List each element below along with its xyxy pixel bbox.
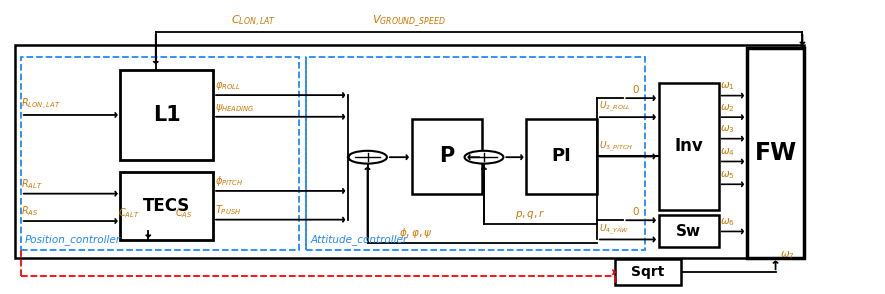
Text: Sw: Sw <box>676 224 701 239</box>
Text: $R_{AS}$: $R_{AS}$ <box>21 204 38 218</box>
Text: TECS: TECS <box>143 197 190 215</box>
Text: $C_{ALT}$: $C_{ALT}$ <box>118 206 140 220</box>
Bar <box>120 70 213 160</box>
Text: FW: FW <box>755 141 796 165</box>
Text: Position_controller: Position_controller <box>25 234 121 245</box>
Text: $U_{2\_ROLL}$: $U_{2\_ROLL}$ <box>598 100 630 114</box>
Text: Attitude_controller: Attitude_controller <box>310 234 407 245</box>
Text: P: P <box>439 146 455 166</box>
Text: $\omega_6$: $\omega_6$ <box>720 216 735 228</box>
Text: $T_{PUSH}$: $T_{PUSH}$ <box>215 203 242 217</box>
Bar <box>747 48 804 258</box>
Text: 0: 0 <box>632 85 639 95</box>
Text: $\omega_5$: $\omega_5$ <box>720 169 735 181</box>
Text: $R_{LON,LAT}$: $R_{LON,LAT}$ <box>21 97 60 112</box>
Bar <box>15 45 804 258</box>
Text: Inv: Inv <box>674 137 703 155</box>
Text: $C_{LON,LAT}$: $C_{LON,LAT}$ <box>231 14 276 29</box>
Bar <box>658 216 719 248</box>
Text: $\psi_{HEADING}$: $\psi_{HEADING}$ <box>215 102 255 114</box>
Text: $\omega_1$: $\omega_1$ <box>720 80 735 92</box>
Text: $R_{ALT}$: $R_{ALT}$ <box>21 177 42 191</box>
Text: $p,q,r$: $p,q,r$ <box>515 208 546 221</box>
Text: $\phi_{PITCH}$: $\phi_{PITCH}$ <box>215 174 243 188</box>
Bar <box>412 119 482 193</box>
Text: $C_{AS}$: $C_{AS}$ <box>174 206 192 220</box>
Bar <box>305 57 645 250</box>
Circle shape <box>348 151 387 163</box>
Text: $V_{GROUND\_SPEED}$: $V_{GROUND\_SPEED}$ <box>372 14 445 29</box>
Bar <box>614 259 681 285</box>
Text: Sqrt: Sqrt <box>631 265 665 279</box>
Text: $\varphi_{ROLL}$: $\varphi_{ROLL}$ <box>215 80 241 92</box>
Text: L1: L1 <box>153 105 181 125</box>
Text: $\omega_4$: $\omega_4$ <box>720 146 735 158</box>
Text: $U_{3\_PITCH}$: $U_{3\_PITCH}$ <box>598 139 633 153</box>
Text: PI: PI <box>551 148 572 166</box>
Bar <box>120 172 213 240</box>
Bar <box>21 57 299 250</box>
Text: 0: 0 <box>632 207 639 217</box>
Text: $\phi,\varphi,\psi$: $\phi,\varphi,\psi$ <box>399 225 433 240</box>
Circle shape <box>465 151 504 163</box>
Bar <box>658 83 719 210</box>
Text: $\omega_3$: $\omega_3$ <box>720 123 735 135</box>
Bar <box>527 119 596 193</box>
Text: $U_{4\_YAW}$: $U_{4\_YAW}$ <box>598 222 629 237</box>
Text: $\omega_7$: $\omega_7$ <box>780 249 795 260</box>
Text: $\omega_2$: $\omega_2$ <box>720 102 735 114</box>
